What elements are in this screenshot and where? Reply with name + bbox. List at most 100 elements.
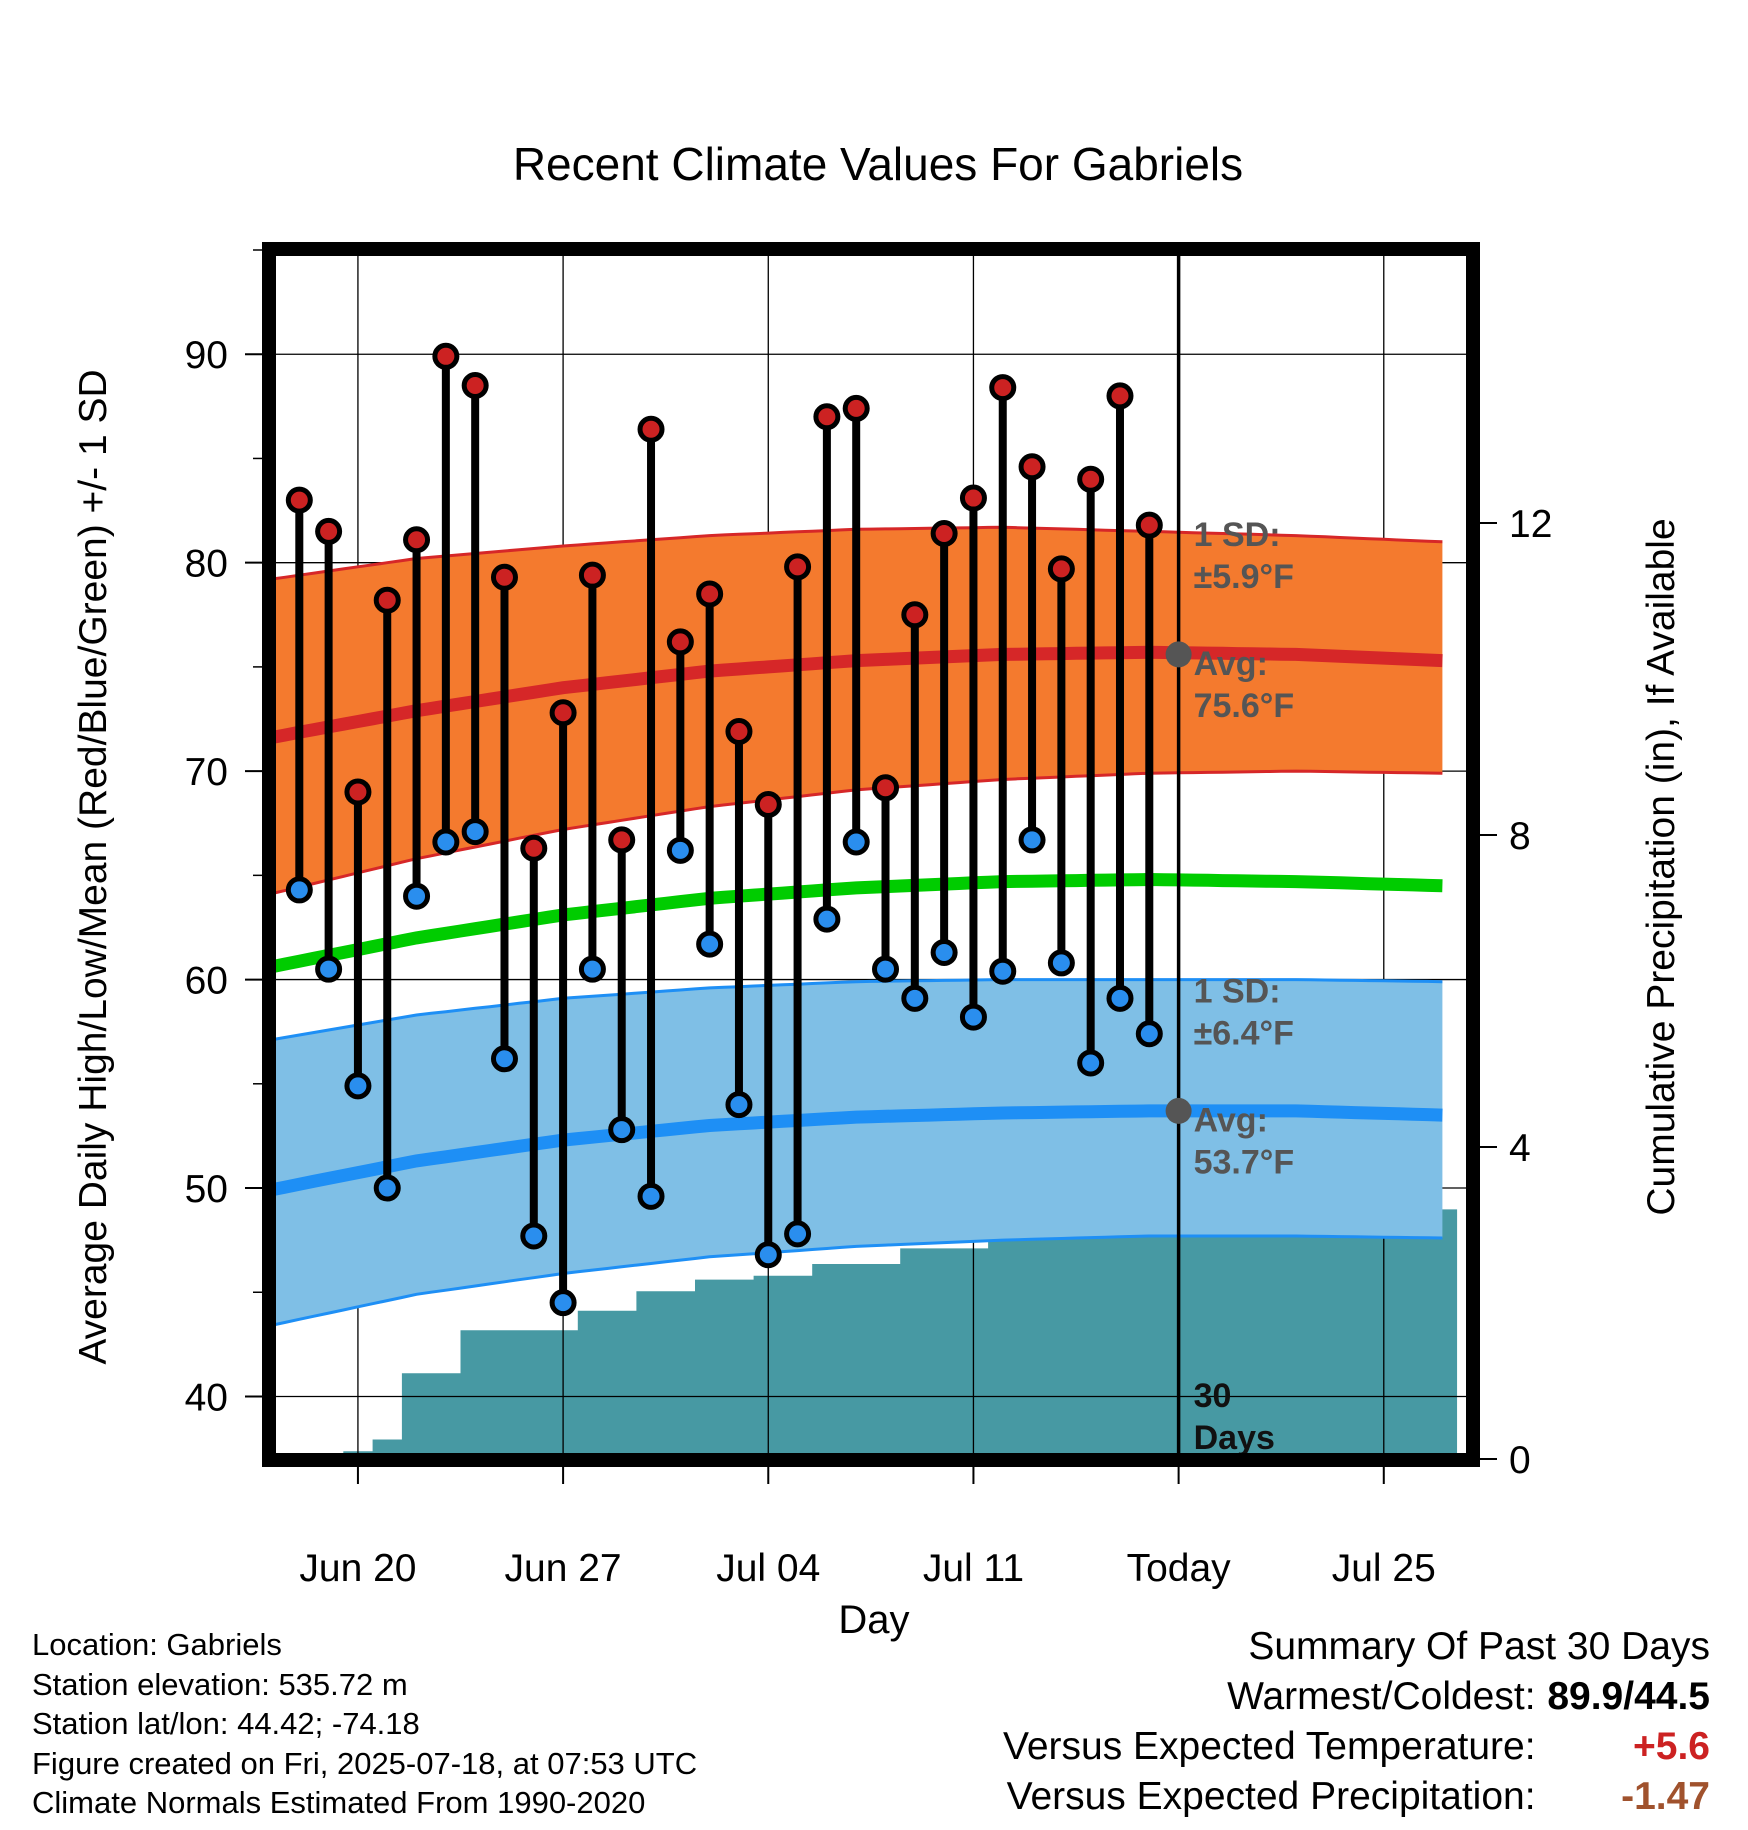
warmest-coldest-value: 89.9/44.5: [1547, 1675, 1710, 1718]
today-low-avg-marker: [1165, 1097, 1192, 1124]
daily-low-point: [842, 828, 870, 856]
low-sd-band-upper-edge: [270, 978, 1443, 1042]
daily-low-point: [725, 1091, 753, 1119]
normal-low-line: [270, 1104, 1443, 1197]
daily-high-point: [461, 371, 489, 399]
precip-departure-label: Versus Expected Precipitation:: [1006, 1775, 1536, 1818]
x-tick-label: Jun 20: [299, 1547, 416, 1590]
daily-high-point: [1077, 465, 1105, 493]
daily-high-point: [754, 790, 782, 818]
temp-departure-label: Versus Expected Temperature:: [1002, 1725, 1536, 1768]
daily-low-point: [637, 1182, 665, 1210]
window-annotation: Days: [1194, 1419, 1275, 1457]
precip-departure-value: -1.47: [1621, 1775, 1710, 1818]
x-tick-label: Jul 04: [716, 1547, 820, 1590]
daily-high-point: [784, 553, 812, 581]
daily-low-point: [1135, 1020, 1163, 1048]
daily-high-point: [666, 628, 694, 656]
daily-low-point: [754, 1241, 782, 1269]
daily-low-point: [490, 1045, 518, 1073]
low-sd-band-lower-edge: [270, 1234, 1443, 1328]
elevation-text: Station elevation: 535.72 m: [32, 1666, 408, 1702]
daily-high-point: [813, 403, 841, 431]
daily-low-point: [461, 818, 489, 846]
summary-title: Summary Of Past 30 Days: [1248, 1625, 1710, 1668]
y2-tick-label: 4: [1509, 1127, 1531, 1170]
daily-low-point: [666, 836, 694, 864]
latlon-text: Station lat/lon: 44.42; -74.18: [32, 1706, 420, 1741]
high-sd-annotation: ±5.9°F: [1194, 558, 1294, 596]
daily-low-point: [520, 1222, 548, 1250]
daily-high-point: [930, 519, 958, 547]
daily-high-point: [989, 374, 1017, 402]
warmest-coldest-label: Warmest/Coldest:: [1227, 1675, 1536, 1718]
normal-mean-line: [270, 872, 1443, 974]
daily-high-point: [432, 342, 460, 370]
daily-low-point: [696, 930, 724, 958]
station-info: Location: Gabriels Station elevation: 53…: [32, 1625, 697, 1823]
plot-area: 1 SD: ±5.9°F Avg: 75.6°F 1 SD: ±6.4°F Avg: 53.7…: [270, 250, 1472, 1459]
daily-high-point: [1018, 453, 1046, 481]
daily-low-point: [1047, 949, 1075, 977]
low-avg-annotation: 53.7°F: [1194, 1144, 1295, 1182]
daily-low-point: [1018, 826, 1046, 854]
x-tick-label: Jul 11: [923, 1547, 1024, 1590]
daily-low-point: [1106, 984, 1134, 1012]
plot-frame: [262, 242, 1480, 1467]
daily-high-point: [315, 517, 343, 545]
normals-text: Climate Normals Estimated From 1990-2020: [32, 1785, 646, 1820]
low-sd-annotation: 1 SD:: [1194, 972, 1281, 1010]
daily-low-point: [872, 955, 900, 983]
chart-title: Recent Climate Values For Gabriels: [513, 138, 1243, 190]
daily-low-point: [403, 882, 431, 910]
x-axis-label: Day: [838, 1598, 909, 1642]
low-avg-annotation: Avg:: [1194, 1102, 1268, 1140]
daily-high-point: [490, 563, 518, 591]
daily-high-point: [637, 415, 665, 443]
daily-low-point: [930, 938, 958, 966]
daily-high-point: [1135, 511, 1163, 539]
y2-tick-label: 12: [1509, 503, 1552, 546]
daily-low-point: [959, 1003, 987, 1031]
today-high-avg-marker: [1165, 641, 1192, 668]
y-tick-label: 90: [185, 334, 228, 377]
daily-high-point: [696, 580, 724, 608]
daily-low-point: [784, 1220, 812, 1248]
summary-panel: Summary Of Past 30 Days Warmest/Coldest:…: [1003, 1622, 1710, 1822]
y-tick-label: 70: [185, 751, 228, 794]
daily-high-point: [608, 826, 636, 854]
daily-low-point: [285, 876, 313, 904]
created-text: Figure created on Fri, 2025-07-18, at 07…: [32, 1745, 698, 1781]
daily-low-point: [549, 1289, 577, 1317]
daily-high-point: [520, 834, 548, 862]
daily-low-point: [989, 957, 1017, 985]
y2-axis-label: Cumulative Precipitation (in), If Availa…: [1640, 518, 1683, 1215]
daily-low-point: [813, 905, 841, 933]
daily-low-point: [608, 1116, 636, 1144]
daily-high-point: [1106, 382, 1134, 410]
daily-high-point: [901, 601, 929, 629]
daily-high-point: [403, 526, 431, 554]
y-tick-label: 80: [185, 543, 228, 586]
daily-high-point: [959, 484, 987, 512]
x-tick-label: Today: [1127, 1547, 1232, 1590]
daily-high-point: [842, 394, 870, 422]
daily-high-point: [725, 718, 753, 746]
low-sd-annotation: ±6.4°F: [1194, 1014, 1294, 1052]
high-sd-annotation: 1 SD:: [1194, 516, 1281, 554]
daily-high-point: [344, 778, 372, 806]
daily-low-point: [432, 828, 460, 856]
window-annotation: 30: [1194, 1377, 1232, 1415]
daily-high-point: [872, 774, 900, 802]
daily-low-point: [373, 1174, 401, 1202]
temp-departure-value: +5.6: [1633, 1725, 1710, 1768]
y-tick-label: 60: [185, 960, 228, 1003]
daily-low-point: [344, 1072, 372, 1100]
daily-low-point: [1077, 1049, 1105, 1077]
daily-high-point: [1047, 555, 1075, 583]
x-tick-label: Jul 25: [1332, 1547, 1436, 1590]
x-tick-label: Jun 27: [505, 1547, 622, 1590]
daily-high-point: [373, 586, 401, 614]
high-avg-annotation: 75.6°F: [1194, 687, 1295, 725]
